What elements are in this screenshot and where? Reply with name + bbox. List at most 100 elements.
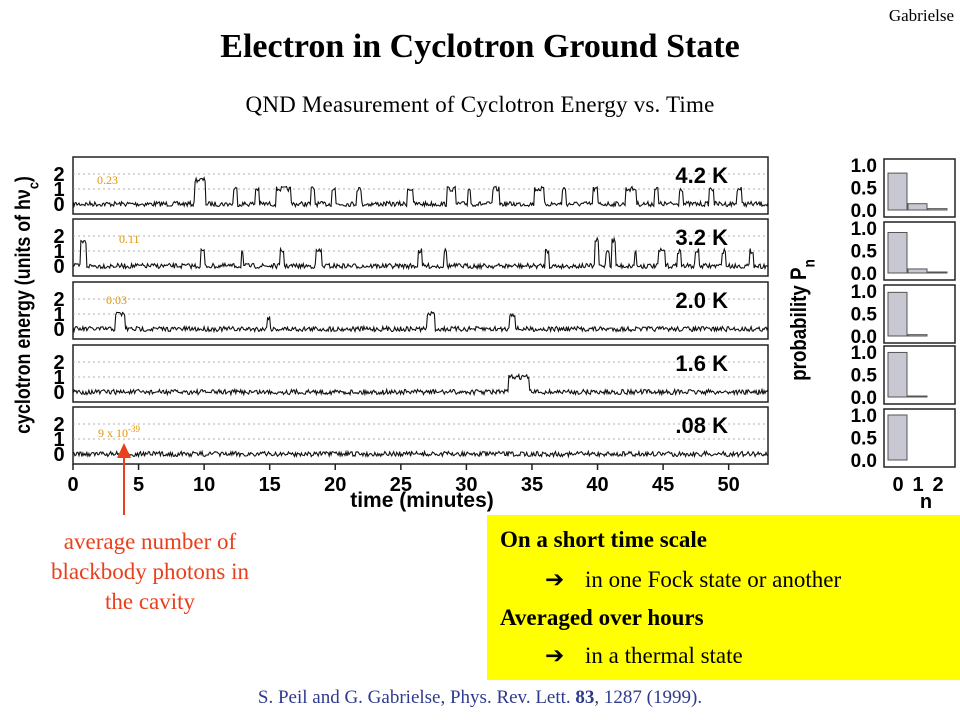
citation-volume: 83 (575, 687, 595, 708)
mean-photon-exponent: -39 (128, 424, 140, 434)
trace-panel-frame (72, 218, 769, 277)
probability-bar (927, 208, 948, 211)
x-tick-label: 30 (455, 474, 477, 496)
trace-y-tick-label: 2 (53, 414, 64, 436)
trace-y-tick-label: 2 (53, 352, 64, 374)
trace-panel-frame (72, 344, 769, 403)
trace-y-tick-label: 2 (53, 226, 64, 248)
histogram-y-axis-subscript: n (802, 259, 819, 267)
x-tick-label: 50 (718, 474, 740, 496)
summary-line-thermal: ➔ in a thermal state (545, 643, 743, 669)
trace-y-tick-label: 2 (53, 164, 64, 186)
temperature-label: 3.2 K (675, 225, 728, 250)
trace-y-tick-label: 1 (53, 241, 64, 263)
trace-panel-3: 012 1.6 K (53, 344, 769, 404)
temperature-label: 1.6 K (675, 351, 728, 376)
energy-trace (72, 310, 769, 334)
histogram-x-tick-label: 2 (932, 474, 943, 496)
histogram-y-tick-label: 0.0 (851, 388, 877, 409)
histogram-x-tick-label: 1 (912, 474, 923, 496)
summary-line-short-time: On a short time scale (500, 527, 707, 552)
probability-bar (887, 232, 908, 274)
histogram-y-tick-label: 0.5 (851, 179, 878, 200)
trace-x-axis: 0 5 10 15 20 25 30 35 40 45 50 time (minutes) (67, 464, 740, 512)
summary-box: On a short time scale ➔ in one Fock state… (487, 515, 960, 680)
trace-y-tick-label: 0 (53, 256, 64, 278)
summary-line-fock: ➔ in one Fock state or another (545, 567, 841, 593)
energy-trace (72, 176, 769, 209)
probability-bar (887, 351, 908, 398)
slide-title: Electron in Cyclotron Ground State (220, 28, 740, 65)
energy-trace (72, 372, 769, 397)
x-tick-label: 25 (390, 474, 412, 496)
trace-y-tick-label: 0 (53, 194, 64, 216)
probability-bar (907, 395, 928, 398)
summary-line-averaged: Averaged over hours (500, 605, 704, 630)
histogram-panel-0: 1.00.50.0 (851, 156, 956, 222)
probability-bar (907, 334, 928, 337)
temperature-label: 2.0 K (675, 288, 728, 313)
histogram-y-tick-label: 0.0 (851, 327, 877, 348)
citation-rest: , 1287 (1999). (594, 687, 703, 708)
energy-trace (72, 236, 769, 271)
fock-text: in one Fock state or another (585, 567, 842, 592)
histogram-y-axis-title: probability Pn (788, 259, 819, 381)
probability-bar (887, 172, 908, 211)
trace-y-tick-label: 1 (53, 429, 64, 451)
trace-y-tick-label: 2 (53, 289, 64, 311)
x-axis-title: time (minutes) (350, 489, 494, 512)
histogram-y-tick-label: 1.0 (851, 406, 877, 427)
x-tick-label: 35 (521, 474, 543, 496)
trace-y-tick-label: 1 (53, 179, 64, 201)
histogram-x-tick-label: 0 (892, 474, 903, 496)
x-tick-label: 0 (67, 474, 78, 496)
trace-panel-2: 012 2.0 K 0.03 (53, 281, 769, 341)
x-tick-label: 45 (652, 474, 674, 496)
probability-bar (907, 268, 928, 274)
histogram-panel-4: 1.00.50.0 (851, 406, 956, 472)
trace-y-tick-label: 0 (53, 382, 64, 404)
probability-bar (927, 271, 948, 274)
histogram-y-tick-label: 0.5 (851, 305, 878, 326)
histogram-y-tick-label: 1.0 (851, 219, 877, 240)
x-tick-label: 5 (133, 474, 144, 496)
author-label: Gabrielse (888, 6, 954, 25)
histogram-y-tick-label: 0.0 (851, 264, 877, 285)
annotation-arrowhead (117, 443, 131, 458)
histogram-y-tick-label: 1.0 (851, 343, 877, 364)
slide-subtitle: QND Measurement of Cyclotron Energy vs. … (245, 92, 715, 117)
temperature-label: .08 K (675, 413, 728, 438)
trace-panel-1: 012 3.2 K 0.11 (53, 218, 769, 278)
y-axis-title-end: ) (12, 176, 36, 182)
citation: S. Peil and G. Gabrielse, Phys. Rev. Let… (0, 687, 960, 709)
probability-bar (907, 203, 928, 211)
trace-panel-0: 012 4.2 K 0.23 (53, 156, 769, 216)
x-tick-label: 20 (324, 474, 346, 496)
histogram-panel-1: 1.00.50.0 (851, 219, 956, 285)
right-arrow-icon: ➔ (545, 643, 565, 668)
x-tick-label: 40 (586, 474, 608, 496)
histogram-panel-2: 1.00.50.0 (851, 282, 956, 348)
histogram-y-tick-label: 1.0 (851, 282, 877, 303)
histogram-y-tick-label: 0.0 (851, 201, 877, 222)
right-arrow-icon: ➔ (545, 567, 565, 592)
y-axis-title: cyclotron energy (units of hνc) (12, 176, 42, 434)
mean-photon-label: 0.11 (119, 232, 140, 246)
trace-y-tick-label: 0 (53, 444, 64, 466)
histogram-y-tick-label: 0.0 (851, 451, 877, 472)
histogram-y-tick-label: 1.0 (851, 156, 877, 177)
x-tick-label: 10 (193, 474, 215, 496)
blackbody-annotation: average number of blackbody photons in t… (50, 529, 250, 614)
histogram-y-tick-label: 0.5 (851, 429, 878, 450)
histogram-y-tick-label: 0.5 (851, 366, 878, 387)
trace-y-tick-label: 1 (53, 367, 64, 389)
probability-bar (887, 291, 908, 337)
histogram-panel-3: 1.00.50.0 (851, 343, 956, 409)
energy-trace (72, 449, 769, 459)
temperature-label: 4.2 K (675, 163, 728, 188)
y-axis-title-subscript: c (25, 182, 42, 189)
histogram-y-tick-label: 0.5 (851, 242, 878, 263)
trace-panel-4: 012.08 K9 x 10-39 (53, 406, 769, 466)
x-tick-label: 15 (259, 474, 281, 496)
